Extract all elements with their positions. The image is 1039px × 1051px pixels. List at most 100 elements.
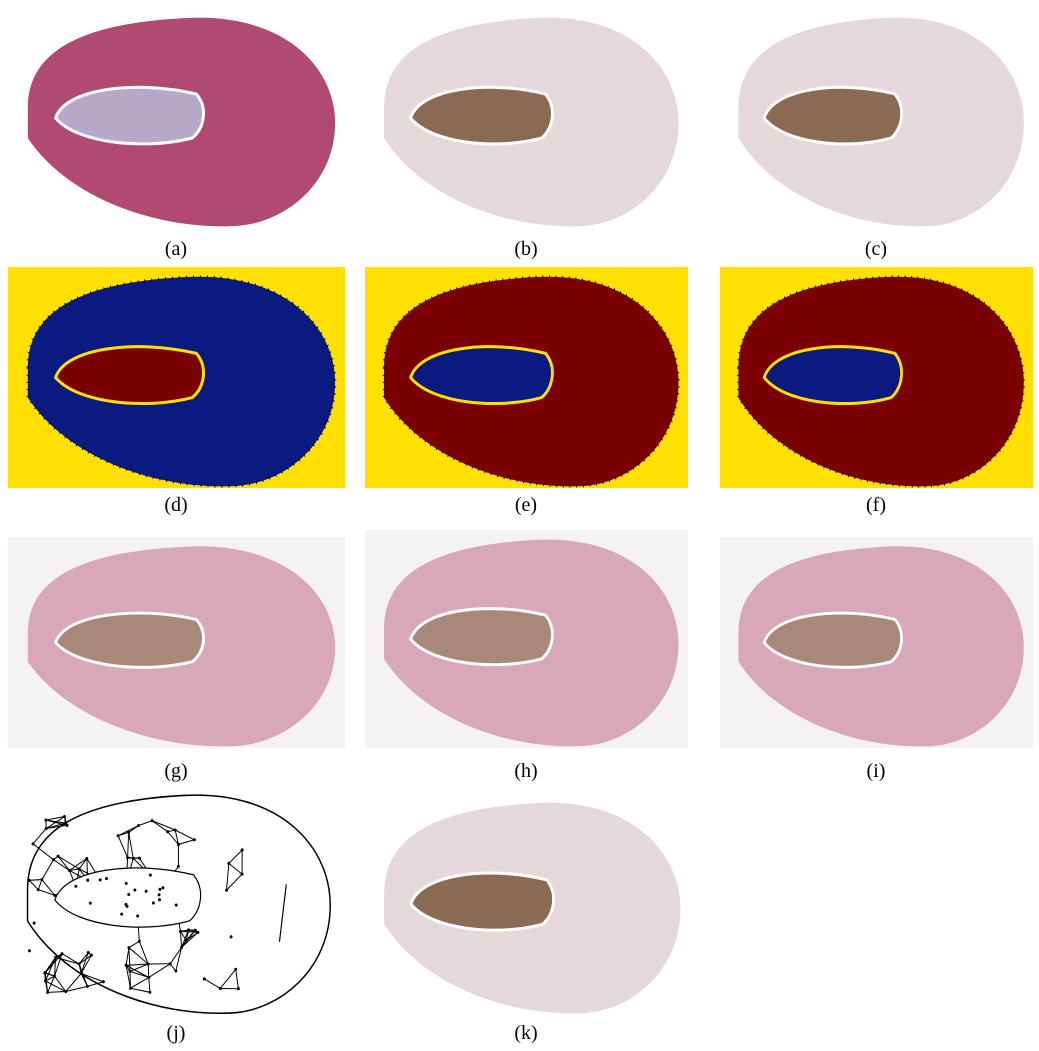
- panel-image: [8, 8, 345, 228]
- graph-node: [125, 964, 128, 967]
- graph-node: [127, 831, 130, 834]
- graph-node: [133, 888, 136, 891]
- graph-edge: [178, 840, 194, 845]
- graph-node: [68, 869, 71, 872]
- panel-image: [8, 537, 345, 748]
- graph-node: [237, 987, 240, 990]
- graph-edge: [38, 880, 42, 890]
- graph-node: [117, 834, 120, 837]
- graph-node: [129, 970, 132, 973]
- panel-image: [8, 267, 345, 488]
- caption: (i): [836, 760, 916, 783]
- graph-node: [64, 821, 67, 824]
- graph-node: [53, 975, 56, 978]
- graph-node: [86, 985, 89, 988]
- caption: (j): [136, 1022, 216, 1045]
- graph-node: [203, 977, 206, 980]
- graph-edge: [229, 850, 242, 863]
- graph-node: [161, 886, 164, 889]
- graph-node: [105, 877, 108, 880]
- graph-node: [125, 882, 128, 885]
- graph-node: [241, 873, 244, 876]
- graph-node: [158, 898, 161, 901]
- graph-node: [187, 928, 190, 931]
- graph-node: [52, 858, 55, 861]
- figure: (a)(b)(c)(d)(e)(f)(g)(h)(i)(j)(k): [0, 0, 1039, 1051]
- graph-node: [78, 867, 81, 870]
- graph-edge: [29, 880, 38, 889]
- graph-edge: [58, 856, 79, 869]
- graph-node: [57, 855, 60, 858]
- graph-node: [158, 888, 161, 891]
- graph-node: [89, 902, 92, 905]
- graph-node: [137, 824, 140, 827]
- graph-node: [102, 980, 105, 983]
- graph-node: [151, 819, 154, 822]
- graph-node: [80, 972, 83, 975]
- graph-node: [87, 951, 90, 954]
- panel-image: [365, 793, 690, 1015]
- graph-node: [185, 939, 188, 942]
- panel-image: [365, 267, 688, 488]
- caption: (d): [136, 494, 216, 517]
- graph-node: [230, 935, 233, 938]
- caption: (b): [486, 238, 566, 261]
- graph-node: [158, 893, 161, 896]
- graph-node: [54, 956, 57, 959]
- graph-edge: [229, 863, 242, 874]
- graph-node: [99, 878, 102, 881]
- caption: (e): [486, 494, 566, 517]
- graph-node: [120, 913, 123, 916]
- caption: (f): [836, 494, 916, 517]
- panel-image: [720, 8, 1033, 228]
- graph-edge: [204, 979, 220, 989]
- graph-edge: [227, 874, 243, 890]
- graph-node: [129, 987, 132, 990]
- graph-node: [227, 862, 230, 865]
- graph-node: [85, 857, 88, 860]
- graph-node: [32, 842, 35, 845]
- graph-edge: [42, 860, 54, 880]
- graph-node: [177, 865, 180, 868]
- graph-node: [149, 874, 152, 877]
- graph-node: [37, 888, 40, 891]
- graph-node: [234, 968, 237, 971]
- graph-edge: [128, 832, 129, 857]
- graph-node: [138, 940, 141, 943]
- graph-edge: [180, 931, 181, 947]
- graph-edge: [149, 964, 170, 978]
- graph-node: [177, 843, 180, 846]
- panel-image: [720, 537, 1033, 748]
- graph-node: [126, 856, 129, 859]
- graph-node: [53, 894, 56, 897]
- graph-hole: [55, 868, 201, 927]
- graph-node: [46, 991, 49, 994]
- graph-node: [241, 848, 244, 851]
- graph-node: [124, 903, 127, 906]
- graph-node: [197, 931, 200, 934]
- graph-node: [147, 976, 150, 979]
- graph-node: [152, 901, 155, 904]
- graph-node: [174, 969, 177, 972]
- panel-image: [365, 530, 688, 748]
- graph-node: [33, 922, 36, 925]
- graph-edge: [149, 977, 150, 992]
- graph-node: [61, 952, 64, 955]
- caption: (k): [486, 1022, 566, 1045]
- graph-node: [63, 815, 66, 818]
- graph-edge: [29, 880, 42, 881]
- graph-edge: [129, 941, 139, 947]
- graph-edge: [220, 969, 235, 988]
- graph-edge: [279, 884, 286, 942]
- graph-node: [136, 914, 139, 917]
- graph-node: [179, 930, 182, 933]
- graph-node: [169, 962, 172, 965]
- caption: (a): [136, 238, 216, 261]
- graph-edge: [129, 948, 130, 972]
- graph-node: [175, 903, 178, 906]
- graph-node: [28, 879, 31, 882]
- graph-node: [44, 819, 47, 822]
- graph-node: [44, 979, 47, 982]
- graph-node: [90, 954, 93, 957]
- graph-edge: [58, 856, 69, 870]
